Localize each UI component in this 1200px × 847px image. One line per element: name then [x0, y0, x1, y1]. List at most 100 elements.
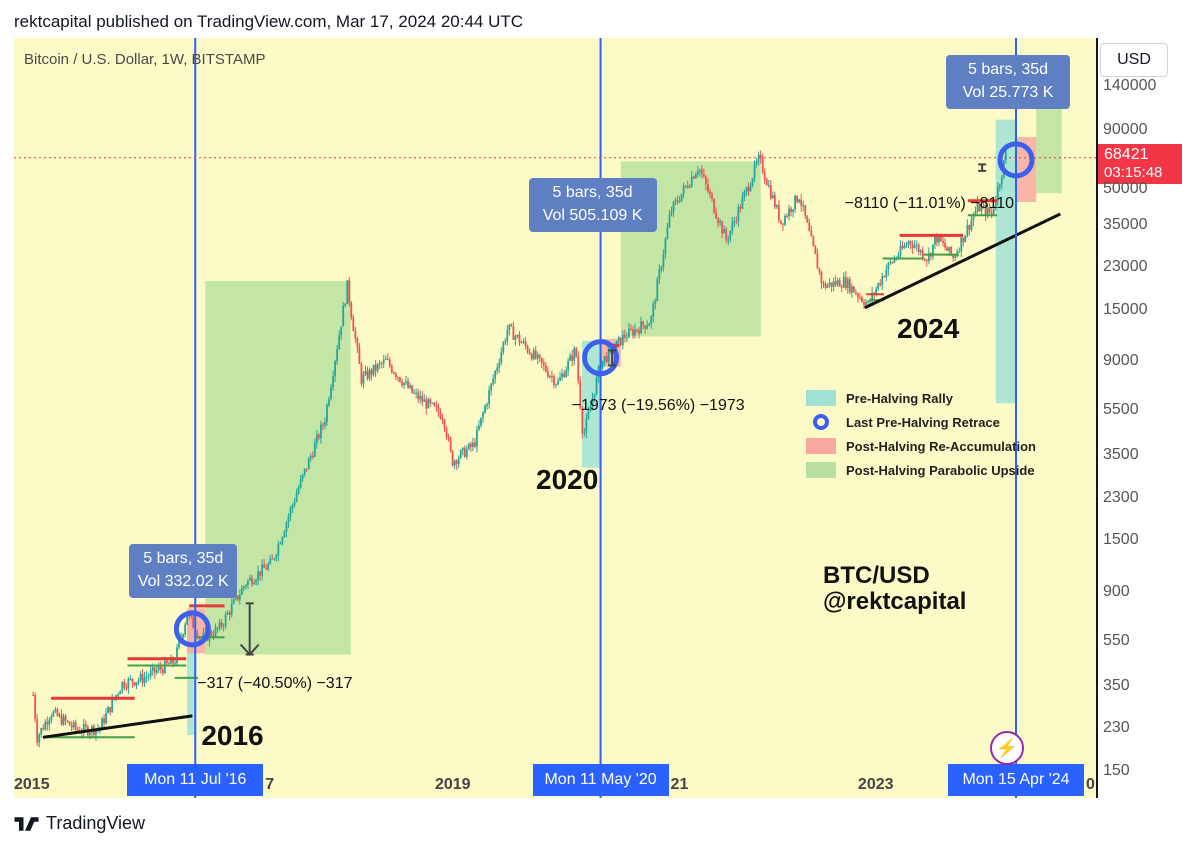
candle-body	[804, 205, 807, 217]
candle-body	[372, 364, 375, 375]
candle-body	[1000, 177, 1003, 185]
candle-body	[311, 456, 314, 458]
candle-body	[236, 595, 239, 600]
candle-body	[775, 205, 778, 208]
candle-body	[494, 371, 497, 379]
candle-body	[46, 721, 49, 725]
candle-body	[950, 246, 953, 255]
halving-date-label: Mon 11 Jul '16	[127, 764, 264, 796]
y-tick-label: 90000	[1103, 121, 1148, 139]
retrace-circle-2016	[173, 610, 211, 648]
candle-body	[650, 316, 653, 324]
candle-body	[763, 172, 766, 180]
candle-body	[713, 198, 715, 213]
candle-body	[174, 663, 176, 665]
candle-body	[62, 716, 65, 725]
candle-body	[392, 372, 395, 374]
candle-body	[692, 176, 695, 179]
candle-body	[923, 258, 926, 260]
candle-body	[782, 223, 784, 225]
volume-label: Vol 332.02 K	[137, 572, 229, 590]
candle-body	[66, 720, 69, 722]
candle-body	[506, 330, 509, 341]
candle-body	[149, 670, 152, 677]
candle-body	[315, 434, 318, 444]
candle-body	[362, 374, 365, 384]
currency-selector[interactable]: USD	[1100, 43, 1168, 77]
candle-body	[700, 169, 703, 175]
candle-body	[603, 356, 606, 361]
candle-body	[307, 458, 310, 470]
candle-body	[593, 394, 596, 399]
candle-body	[360, 363, 363, 384]
bar-count-label: 5 bars, 35d	[967, 61, 1049, 79]
candle-body	[927, 253, 930, 261]
retrace-percent-label: −317 (−40.50%) −317	[197, 675, 353, 693]
y-tick-label: 35000	[1103, 215, 1148, 233]
candle-body	[413, 392, 416, 394]
candle-body	[465, 449, 468, 458]
candle-body	[844, 276, 847, 289]
candle-body	[502, 342, 505, 353]
candle-body	[638, 330, 640, 334]
candle-body	[289, 508, 292, 517]
parabolic-upside-2016	[205, 280, 351, 655]
candle-body	[893, 258, 896, 263]
candle-body	[662, 254, 665, 268]
candle-body	[38, 734, 41, 743]
candle-body	[573, 348, 576, 361]
candle-body	[478, 425, 480, 430]
candle-body	[157, 666, 160, 671]
candle-body	[646, 325, 649, 329]
candle-body	[970, 220, 973, 230]
candle-body	[135, 682, 138, 686]
candle-body	[765, 179, 768, 186]
candle-body	[952, 254, 955, 258]
candle-body	[447, 437, 450, 439]
candle-body	[940, 235, 942, 242]
candle-body	[583, 432, 586, 434]
candle-body	[467, 443, 470, 450]
candle-body	[623, 334, 626, 338]
candle-body	[145, 676, 148, 678]
candle-body	[358, 347, 361, 364]
candle-body	[925, 259, 928, 261]
lightning-icon[interactable]: ⚡	[990, 731, 1024, 765]
candle-body	[105, 713, 107, 724]
candle-body	[295, 493, 298, 502]
y-tick-label: 15000	[1103, 300, 1148, 318]
candle-body	[530, 353, 533, 360]
legend-swatch	[806, 462, 836, 478]
candle-body	[334, 361, 336, 377]
bar-count-box: 5 bars, 35d Vol 332.02 K	[129, 543, 238, 598]
candle-body	[666, 227, 669, 239]
candle-body	[559, 377, 561, 381]
candle-body	[168, 663, 170, 665]
candle-body	[378, 363, 381, 365]
candle-body	[269, 558, 272, 564]
candle-body	[899, 245, 902, 256]
candle-body	[107, 707, 110, 714]
candle-body	[484, 405, 486, 413]
candle-body	[125, 687, 128, 689]
candle-body	[322, 424, 324, 426]
x-tick-fragment: 7	[265, 776, 275, 793]
candle-body	[382, 359, 385, 364]
candle-body	[658, 269, 661, 280]
candle-body	[617, 337, 620, 341]
candle-body	[249, 577, 251, 581]
candle-body	[551, 376, 553, 378]
candle-body	[340, 326, 343, 336]
candle-body	[303, 468, 306, 475]
candle-body	[190, 614, 193, 617]
candle-body	[727, 239, 730, 241]
candle-body	[698, 169, 701, 171]
candle-body	[34, 695, 37, 720]
candle-body	[176, 647, 178, 664]
candle-body	[469, 443, 472, 447]
candle-body	[747, 187, 750, 192]
candle-body	[850, 286, 853, 293]
candle-body	[52, 711, 55, 717]
bar-countdown: 03:15:48	[1104, 164, 1163, 181]
